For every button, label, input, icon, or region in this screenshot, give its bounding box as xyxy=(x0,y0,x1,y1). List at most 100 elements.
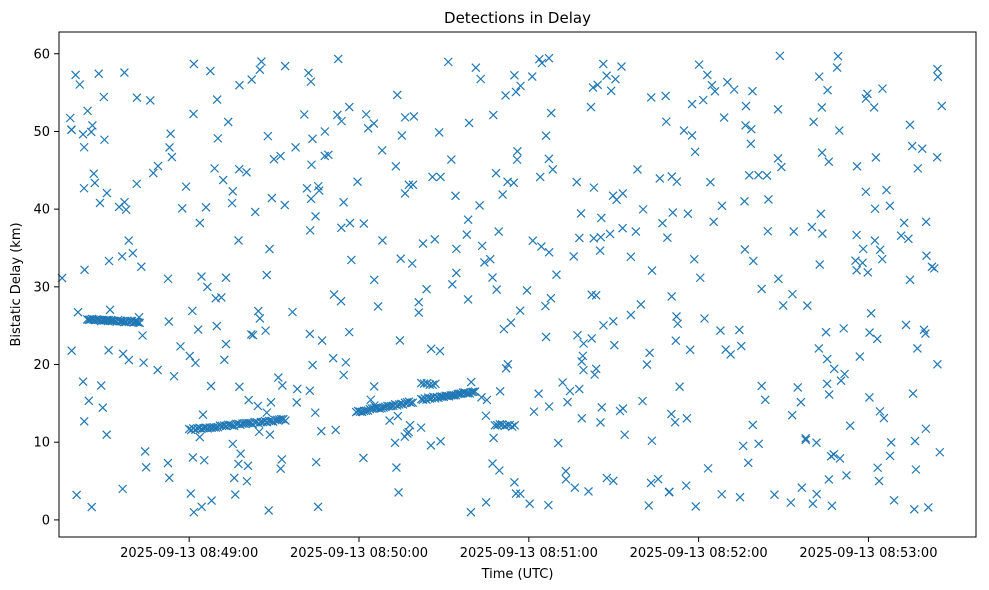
clutter-point xyxy=(546,293,556,303)
clutter-point xyxy=(668,208,678,217)
clutter-point xyxy=(535,172,545,182)
clutter-point xyxy=(886,437,896,447)
clutter-point xyxy=(409,111,419,121)
clutter-point xyxy=(541,131,551,141)
clutter-point xyxy=(323,150,333,160)
clutter-point xyxy=(257,57,266,66)
clutter-point xyxy=(66,125,76,135)
clutter-point xyxy=(602,71,612,81)
clutter-point xyxy=(645,348,655,358)
clutter-point xyxy=(369,119,379,129)
clutter-point xyxy=(702,70,712,80)
clutter-point xyxy=(86,127,96,137)
clutter-point xyxy=(778,301,788,310)
clutter-point xyxy=(306,194,316,204)
clutter-point xyxy=(709,217,719,227)
clutter-point xyxy=(276,464,286,474)
track-point xyxy=(495,419,505,429)
clutter-point xyxy=(870,204,880,214)
clutter-point xyxy=(331,425,341,435)
clutter-point xyxy=(78,129,88,139)
clutter-point xyxy=(695,273,705,283)
clutter-point xyxy=(866,308,876,318)
clutter-point xyxy=(932,64,942,74)
clutter-point xyxy=(299,110,309,119)
clutter-point xyxy=(561,466,571,476)
clutter-point xyxy=(236,449,246,459)
clutter-point xyxy=(128,248,138,258)
clutter-point xyxy=(512,155,522,165)
clutter-point xyxy=(332,110,342,120)
clutter-point xyxy=(373,302,383,311)
clutter-point xyxy=(793,383,803,392)
clutter-point xyxy=(118,484,128,494)
clutter-point xyxy=(269,154,279,164)
clutter-point xyxy=(698,95,708,105)
clutter-point xyxy=(864,393,874,402)
clutter-point xyxy=(246,329,256,339)
clutter-point xyxy=(363,123,373,133)
clutter-point xyxy=(136,262,146,272)
clutter-point xyxy=(762,171,772,180)
clutter-point xyxy=(579,339,589,348)
clutter-point xyxy=(105,305,115,315)
clutter-point xyxy=(87,502,97,512)
clutter-point xyxy=(593,80,603,90)
clutter-point xyxy=(586,102,596,112)
y-tick-label: 40 xyxy=(33,203,50,218)
clutter-point xyxy=(834,126,844,135)
clutter-point xyxy=(197,502,207,512)
clutter-point xyxy=(822,379,832,389)
clutter-point xyxy=(835,453,845,463)
clutter-point xyxy=(570,483,580,493)
clutter-point xyxy=(577,356,587,366)
clutter-point xyxy=(661,91,671,101)
clutter-point xyxy=(339,197,348,207)
clutter-point xyxy=(802,301,812,310)
clutter-point xyxy=(667,292,677,301)
clutter-point xyxy=(710,86,720,96)
clutter-point xyxy=(899,218,909,228)
clutter-point xyxy=(308,360,318,370)
clutter-point xyxy=(262,408,272,418)
clutter-point xyxy=(390,438,400,448)
clutter-point xyxy=(588,83,598,93)
clutter-point xyxy=(746,124,756,134)
clutter-point xyxy=(740,196,749,206)
clutter-point xyxy=(261,326,271,336)
clutter-point xyxy=(552,270,561,280)
clutter-point xyxy=(672,312,681,321)
clutter-point xyxy=(642,360,652,369)
clutter-point xyxy=(216,292,226,302)
clutter-point xyxy=(719,113,729,122)
clutter-point xyxy=(529,407,539,417)
clutter-point xyxy=(247,75,257,85)
clutter-point xyxy=(817,103,827,112)
clutter-point xyxy=(826,451,836,461)
clutter-point xyxy=(862,89,872,99)
clutter-point xyxy=(199,455,209,465)
clutter-point xyxy=(494,466,504,475)
clutter-point xyxy=(515,306,525,316)
clutter-point xyxy=(242,167,251,177)
clutter-point xyxy=(463,215,473,225)
clutter-point xyxy=(812,438,821,448)
clutter-point xyxy=(596,232,606,242)
clutter-point xyxy=(83,106,93,116)
clutter-point xyxy=(344,327,354,337)
clutter-point xyxy=(377,145,387,155)
clutter-point xyxy=(316,426,326,436)
clutter-point xyxy=(94,69,104,79)
track-point xyxy=(408,398,418,408)
clutter-point xyxy=(740,244,750,254)
track-point xyxy=(394,399,404,409)
clutter-point xyxy=(662,233,672,243)
clutter-point xyxy=(305,225,315,235)
track-point xyxy=(507,422,517,432)
clutter-point xyxy=(339,370,349,380)
clutter-point xyxy=(481,497,491,507)
clutter-point xyxy=(682,413,692,423)
clutter-point xyxy=(706,177,715,187)
clutter-point xyxy=(451,244,461,254)
clutter-point xyxy=(903,234,913,244)
